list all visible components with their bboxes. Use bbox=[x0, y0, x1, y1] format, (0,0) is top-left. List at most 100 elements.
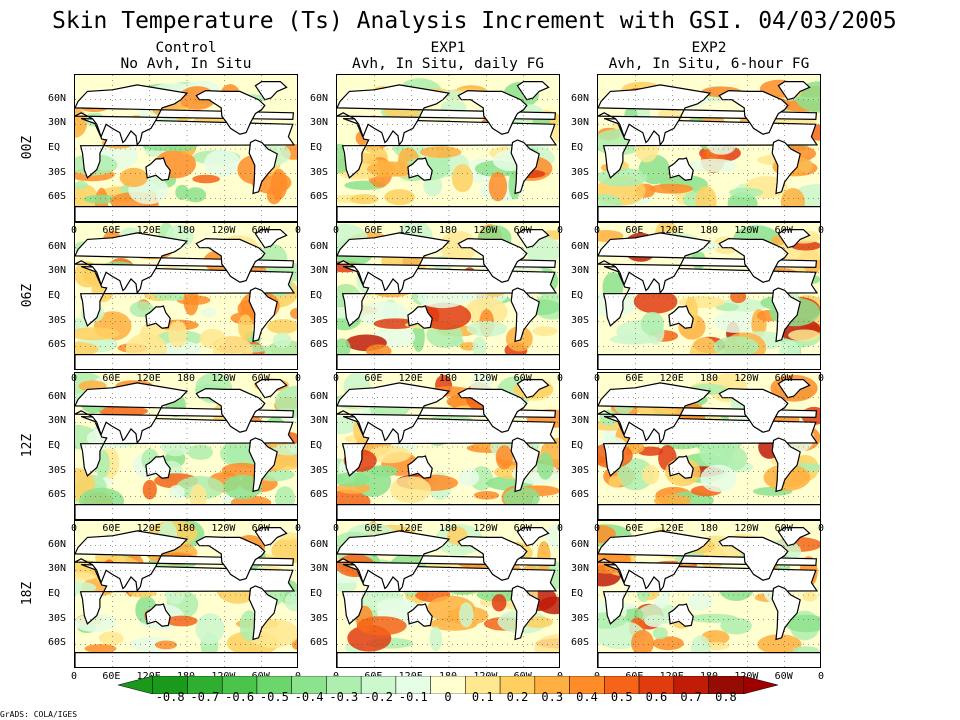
figure-title: Skin Temperature (Ts) Analysis Increment… bbox=[52, 8, 897, 34]
latitude-tick-label: 60N bbox=[48, 92, 67, 104]
continent-outline bbox=[145, 455, 171, 479]
map-panel bbox=[74, 74, 298, 222]
latitude-tick-label: EQ bbox=[310, 440, 323, 451]
increment-field-map bbox=[598, 223, 820, 369]
longitude-tick-label: 120E bbox=[136, 671, 161, 682]
continent-outline bbox=[337, 84, 557, 147]
increment-blob bbox=[640, 311, 664, 336]
continent-outline bbox=[777, 80, 811, 101]
longitude-tick-label: 60W bbox=[774, 523, 793, 534]
longitude-tick-label: 0 bbox=[818, 671, 825, 682]
continent-outline bbox=[777, 228, 811, 249]
increment-field-map bbox=[598, 75, 820, 221]
increment-blob bbox=[75, 341, 99, 357]
increment-blob bbox=[270, 168, 288, 200]
continent-outline bbox=[195, 535, 266, 581]
longitude-tick-label: 0 bbox=[295, 523, 302, 534]
continent-outline bbox=[75, 530, 295, 593]
increment-blob bbox=[367, 161, 417, 177]
longitude-tick-label: 120W bbox=[211, 373, 236, 384]
latitude-tick-label: 60S bbox=[571, 339, 590, 351]
increment-blob bbox=[192, 174, 220, 184]
continent-outline bbox=[145, 603, 171, 627]
latitude-tick-label: 30N bbox=[48, 415, 67, 427]
increment-blob bbox=[119, 167, 148, 188]
latitude-tick-label: 30S bbox=[48, 166, 67, 178]
continent-outline bbox=[407, 455, 433, 479]
longitude-tick-label: 60E bbox=[102, 671, 121, 682]
longitude-tick-label: 180 bbox=[700, 225, 719, 236]
continent-outline bbox=[668, 455, 694, 479]
continent-outline bbox=[457, 89, 528, 135]
increment-blob bbox=[223, 474, 263, 500]
increment-blob bbox=[757, 634, 802, 655]
increment-blob bbox=[545, 523, 559, 549]
continent-outline bbox=[777, 378, 811, 399]
latitude-tick-label: EQ bbox=[310, 142, 323, 153]
longitude-tick-label: 60W bbox=[774, 671, 793, 682]
continent-outline bbox=[254, 526, 288, 547]
increment-field-map bbox=[75, 223, 297, 369]
increment-blob bbox=[376, 598, 417, 614]
latitude-tick-label: 30N bbox=[48, 117, 67, 129]
longitude-tick-label: 120E bbox=[659, 523, 684, 534]
longitude-tick-label: 120E bbox=[398, 225, 423, 236]
longitude-tick-label: 60W bbox=[774, 225, 793, 236]
increment-blob bbox=[610, 334, 658, 345]
latitude-tick-label: EQ bbox=[48, 588, 61, 599]
longitude-tick-label: 60E bbox=[364, 523, 383, 534]
increment-blob bbox=[384, 189, 415, 206]
latitude-tick-label: 60N bbox=[310, 390, 329, 402]
increment-blob bbox=[617, 458, 654, 491]
continent-outline bbox=[510, 139, 540, 195]
continent-outline bbox=[248, 287, 278, 343]
colorbar-high-arrow bbox=[743, 675, 779, 695]
longitude-tick-label: 120E bbox=[398, 523, 423, 534]
continent-outline bbox=[510, 585, 540, 641]
colorbar-label: 0 bbox=[444, 690, 452, 704]
colorbar-label: -0.5 bbox=[259, 690, 289, 704]
colorbar-label: -0.2 bbox=[364, 690, 394, 704]
latitude-tick-label: 30N bbox=[571, 415, 590, 427]
longitude-tick-label: 60E bbox=[102, 373, 121, 384]
longitude-tick-label: 120W bbox=[473, 373, 498, 384]
increment-blob bbox=[168, 485, 185, 499]
increment-blob bbox=[367, 445, 411, 464]
colorbar-label: -0.3 bbox=[329, 690, 359, 704]
longitude-tick-label: 120W bbox=[734, 523, 759, 534]
latitude-tick-label: 60N bbox=[571, 390, 590, 402]
colorbar-label: -0.4 bbox=[294, 690, 324, 704]
increment-blob bbox=[271, 537, 297, 564]
map-panel bbox=[336, 74, 560, 222]
latitude-tick-label: 60N bbox=[48, 390, 67, 402]
latitude-tick-label: EQ bbox=[48, 290, 61, 301]
increment-blob bbox=[267, 319, 297, 334]
continent-outline bbox=[668, 305, 694, 329]
increment-blob bbox=[532, 326, 558, 337]
increment-field-map bbox=[598, 521, 820, 667]
map-panel bbox=[597, 222, 821, 370]
colorbar-label: 0.7 bbox=[680, 690, 703, 704]
longitude-tick-label: 0 bbox=[71, 373, 78, 384]
longitude-tick-label: 60W bbox=[513, 373, 532, 384]
increment-blob bbox=[373, 318, 417, 329]
longitude-tick-label: 120W bbox=[473, 225, 498, 236]
continent-outline bbox=[337, 232, 557, 295]
longitude-tick-label: 60W bbox=[513, 225, 532, 236]
antarctica-outline bbox=[598, 354, 820, 369]
latitude-tick-label: 60N bbox=[571, 538, 590, 550]
increment-blob bbox=[720, 446, 748, 471]
column-name: EXP2 bbox=[691, 40, 727, 56]
increment-blob bbox=[168, 320, 188, 348]
longitude-tick-label: 0 bbox=[594, 373, 601, 384]
increment-blob bbox=[631, 630, 654, 656]
longitude-tick-label: 60E bbox=[364, 373, 383, 384]
continent-outline bbox=[718, 535, 789, 581]
longitude-tick-label: 180 bbox=[700, 523, 719, 534]
increment-blob bbox=[290, 307, 297, 320]
continent-outline bbox=[510, 437, 540, 493]
longitude-tick-label: 0 bbox=[295, 225, 302, 236]
increment-blob bbox=[75, 327, 120, 341]
longitude-tick-label: 180 bbox=[439, 373, 458, 384]
column-subtitle: Avh, In Situ, 6-hour FG bbox=[608, 56, 810, 72]
